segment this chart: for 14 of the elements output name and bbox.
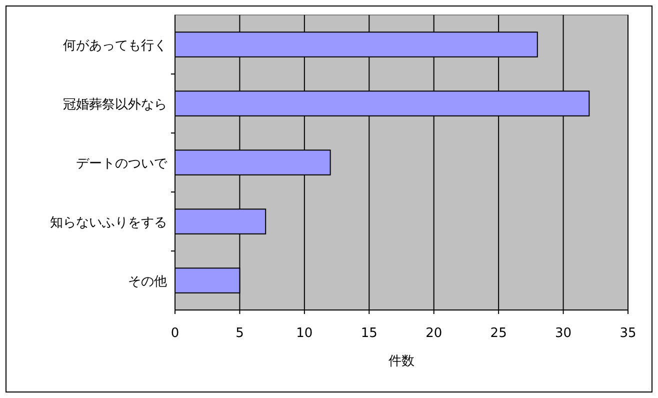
x-tick-label: 35 (620, 326, 636, 341)
x-tick-label: 30 (555, 326, 572, 341)
x-tick-label: 20 (426, 326, 442, 341)
y-tick-label: 冠婚葬祭以外なら (63, 98, 167, 112)
y-tick-label: 何があっても行く (63, 38, 167, 54)
x-tick-label: 10 (296, 326, 313, 341)
y-tick-label: 知らないふりをする (50, 216, 167, 230)
x-tick-label: 15 (360, 326, 378, 341)
y-tick-label: デートのついで (76, 156, 168, 172)
x-tick-label: 0 (170, 326, 180, 341)
x-tick-label: 25 (490, 326, 507, 341)
y-tick-label: その他 (128, 274, 167, 290)
x-axis-title: 件数 (388, 354, 414, 369)
x-tick-label: 5 (236, 326, 244, 341)
